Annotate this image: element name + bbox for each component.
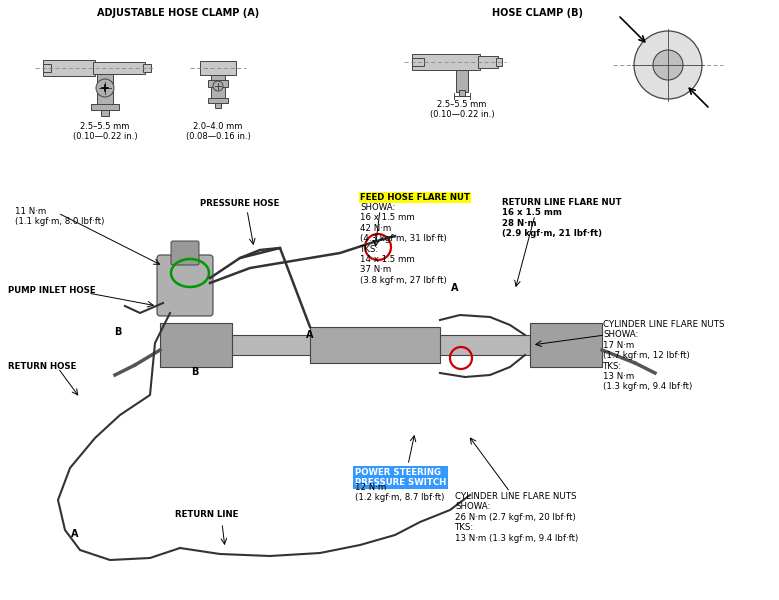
Bar xyxy=(211,75,225,101)
Circle shape xyxy=(213,81,223,91)
Text: RETURN LINE FLARE NUT
16 x 1.5 mm
28 N·m
(2.9 kgf·m, 21 lbf·ft): RETURN LINE FLARE NUT 16 x 1.5 mm 28 N·m… xyxy=(502,198,622,238)
Bar xyxy=(208,98,228,103)
Text: B: B xyxy=(192,367,199,377)
Bar xyxy=(496,58,502,66)
Text: ADJUSTABLE HOSE CLAMP (A): ADJUSTABLE HOSE CLAMP (A) xyxy=(97,8,259,18)
FancyBboxPatch shape xyxy=(157,255,213,316)
Bar xyxy=(200,61,236,75)
Text: 12 N·m
(1.2 kgf·m, 8.7 lbf·ft): 12 N·m (1.2 kgf·m, 8.7 lbf·ft) xyxy=(355,483,444,502)
Text: PUMP INLET HOSE: PUMP INLET HOSE xyxy=(8,286,96,295)
Bar xyxy=(459,90,465,96)
Bar xyxy=(230,335,530,355)
Text: FEED HOSE FLARE NUT: FEED HOSE FLARE NUT xyxy=(360,193,470,202)
Bar xyxy=(530,323,602,367)
Bar xyxy=(43,64,51,72)
Bar xyxy=(208,80,228,87)
Bar xyxy=(478,56,498,68)
Text: A: A xyxy=(71,529,79,539)
Text: HOSE CLAMP (B): HOSE CLAMP (B) xyxy=(492,8,583,18)
Circle shape xyxy=(634,31,702,99)
Bar xyxy=(456,70,468,92)
Bar xyxy=(97,74,113,106)
Text: RETURN LINE: RETURN LINE xyxy=(175,510,238,519)
Bar xyxy=(101,110,109,116)
Text: A: A xyxy=(451,283,459,293)
Bar xyxy=(412,58,424,66)
Bar xyxy=(310,327,440,363)
Bar xyxy=(160,323,232,367)
Bar xyxy=(143,64,151,72)
Bar xyxy=(412,54,480,70)
Text: PRESSURE HOSE: PRESSURE HOSE xyxy=(200,199,280,208)
Text: 11 N·m
(1.1 kgf·m, 8.0 lbf·ft): 11 N·m (1.1 kgf·m, 8.0 lbf·ft) xyxy=(15,207,104,226)
Circle shape xyxy=(653,50,683,80)
Text: POWER STEERING
PRESSURE SWITCH: POWER STEERING PRESSURE SWITCH xyxy=(355,468,446,487)
Text: 2.5–5.5 mm
(0.10—0.22 in.): 2.5–5.5 mm (0.10—0.22 in.) xyxy=(72,122,137,142)
FancyBboxPatch shape xyxy=(171,241,199,265)
Text: RETURN HOSE: RETURN HOSE xyxy=(8,362,76,371)
Text: B: B xyxy=(115,327,122,337)
Text: 2.5–5.5 mm
(0.10—0.22 in.): 2.5–5.5 mm (0.10—0.22 in.) xyxy=(430,100,495,119)
Circle shape xyxy=(96,79,114,97)
Text: CYLINDER LINE FLARE NUTS
SHOWA:
26 N·m (2.7 kgf·m, 20 lbf·ft)
TKS:
13 N·m (1.3 k: CYLINDER LINE FLARE NUTS SHOWA: 26 N·m (… xyxy=(455,492,578,542)
Text: 2.0–4.0 mm
(0.08—0.16 in.): 2.0–4.0 mm (0.08—0.16 in.) xyxy=(185,122,250,142)
Text: SHOWA:
16 x 1.5 mm
42 N·m
(4.3 kgf·m, 31 lbf·ft)
TKS:
14 x 1.5 mm
37 N·m
(3.8 kg: SHOWA: 16 x 1.5 mm 42 N·m (4.3 kgf·m, 31… xyxy=(360,203,446,285)
Text: A: A xyxy=(306,330,314,340)
Text: CYLINDER LINE FLARE NUTS
SHOWA:
17 N·m
(1.7 kgf·m, 12 lbf·ft)
TKS:
13 N·m
(1.3 k: CYLINDER LINE FLARE NUTS SHOWA: 17 N·m (… xyxy=(603,320,724,391)
Bar xyxy=(91,104,119,110)
Bar xyxy=(43,60,95,76)
Bar xyxy=(93,62,145,74)
Bar xyxy=(215,103,221,108)
